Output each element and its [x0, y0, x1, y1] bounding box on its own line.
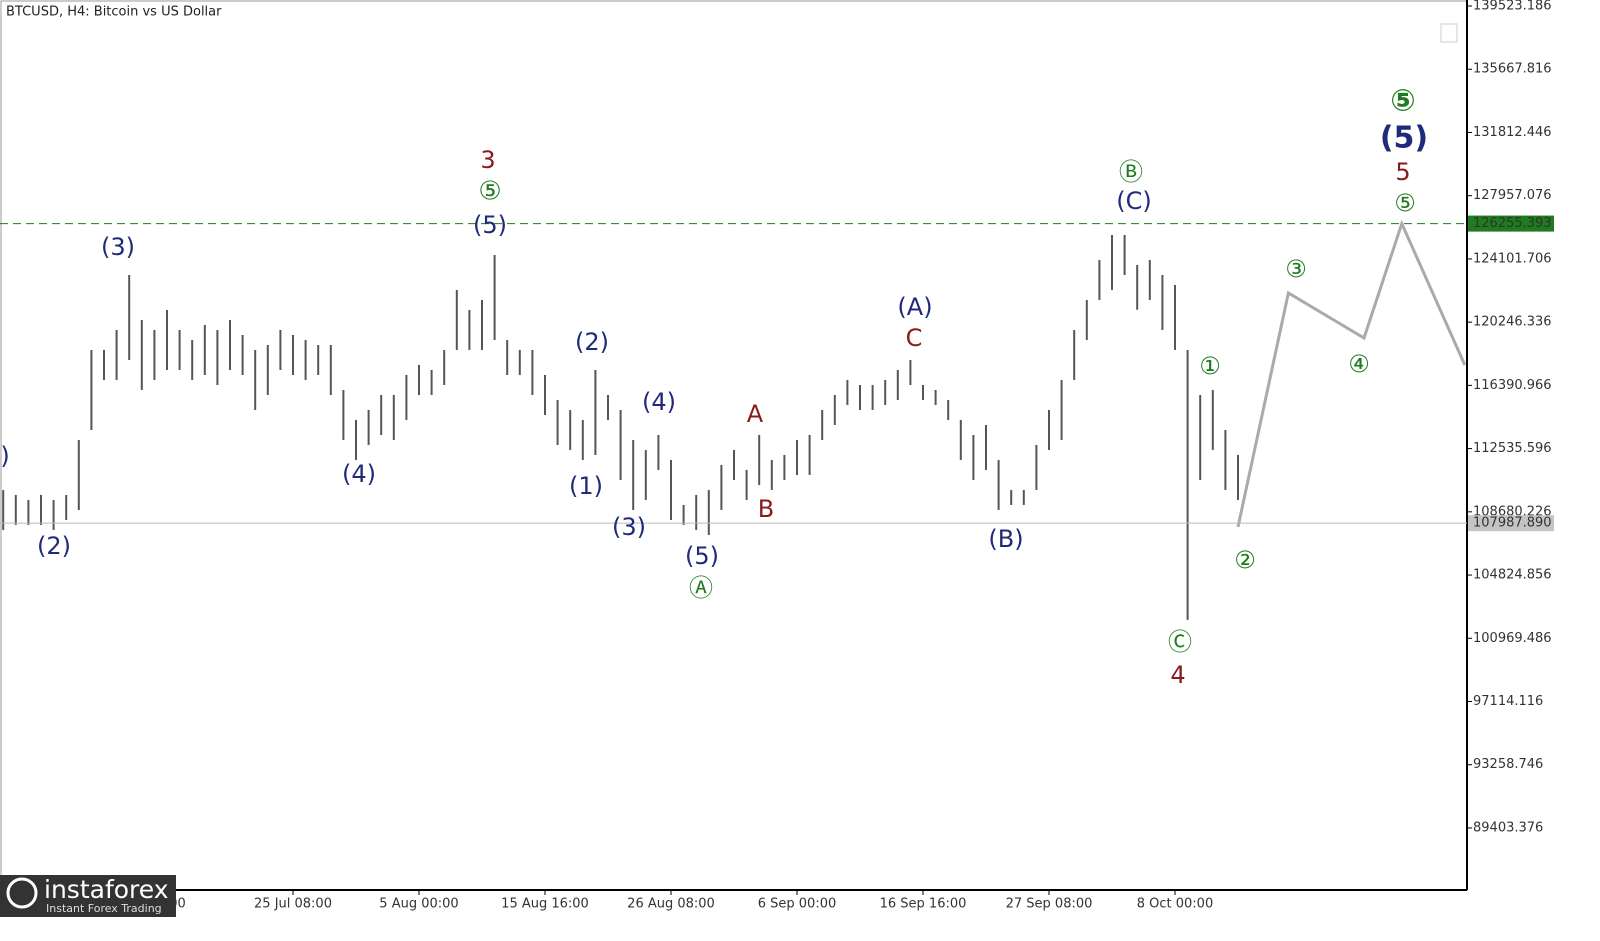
x-tick-label: 27 Sep 08:00	[1006, 897, 1093, 912]
wave-label: ③	[1285, 255, 1307, 283]
logo-tagline: Instant Forex Trading	[46, 902, 162, 915]
logo-icon	[6, 877, 38, 909]
x-tick-label: 26 Aug 08:00	[627, 897, 715, 912]
icon	[1440, 23, 1458, 43]
wave-label: 3	[480, 146, 495, 174]
wave-label: C	[906, 324, 923, 352]
wave-label: ②	[1234, 546, 1256, 574]
y-tick-label: 139523.186	[1473, 0, 1552, 14]
wave-label: Ⓒ	[1168, 628, 1192, 656]
wave-label: A	[747, 400, 764, 428]
level-label: 126255.393	[1473, 216, 1552, 231]
wave-label: ⑤	[478, 177, 501, 207]
y-tick-label: 124101.706	[1473, 251, 1552, 266]
y-tick-label: 120246.336	[1473, 315, 1552, 330]
wave-label: B	[758, 495, 774, 523]
y-tick-label: 116390.966	[1473, 378, 1552, 393]
y-tick-label: 112535.596	[1473, 441, 1552, 456]
plot-frame	[0, 0, 1468, 891]
y-tick-label: 100969.486	[1473, 631, 1552, 646]
wave-label: (B)	[988, 525, 1023, 553]
x-tick-label: 8 Oct 00:00	[1137, 897, 1213, 912]
wave-label: ⑤	[1394, 189, 1416, 217]
forecast-line	[1236, 219, 1467, 528]
y-tick-label: 104824.856	[1473, 568, 1552, 583]
wave-label: ⑤	[1390, 84, 1415, 119]
x-tick-label: 16 Sep 16:00	[880, 897, 967, 912]
wave-label: ①	[1199, 352, 1221, 380]
y-tick-label: 93258.746	[1473, 757, 1543, 772]
wave-label: )	[0, 442, 9, 470]
wave-label: (5)	[473, 211, 507, 239]
wave-label: (A)	[897, 293, 932, 321]
x-tick-label: 5 Aug 00:00	[379, 897, 458, 912]
x-tick-label: 6 Sep 00:00	[758, 897, 837, 912]
y-tick-label: 127957.076	[1473, 188, 1552, 203]
wave-label: Ⓑ	[1119, 158, 1143, 186]
level-label: 107987.890	[1473, 516, 1552, 531]
logo-name: instaforex	[44, 875, 169, 904]
x-tick-label: 15 Aug 16:00	[501, 897, 589, 912]
wave-label: (3)	[612, 513, 646, 541]
wave-label: (5)	[1380, 121, 1428, 156]
x-tick-label: 25 Jul 08:00	[254, 897, 332, 912]
y-tick-label: 89403.376	[1473, 820, 1543, 835]
y-tick-label: 131812.446	[1473, 125, 1552, 140]
y-tick-label: 97114.116	[1473, 694, 1543, 709]
wave-label: 4	[1170, 661, 1185, 689]
level-label-box	[1468, 215, 1554, 232]
wave-label: (1)	[569, 472, 603, 500]
wave-label: (4)	[342, 460, 376, 488]
wave-label: 5	[1395, 158, 1410, 186]
wave-label: (2)	[575, 328, 609, 356]
wave-label: (C)	[1116, 187, 1151, 215]
level-label-box	[1468, 515, 1554, 532]
wave-label: (2)	[37, 532, 71, 560]
wave-label: Ⓐ	[689, 574, 713, 602]
wave-label: ④	[1348, 350, 1370, 378]
wave-label: (3)	[101, 233, 135, 261]
chart-title: BTCUSD, H4: Bitcoin vs US Dollar	[6, 5, 222, 20]
wave-label: (4)	[642, 388, 676, 416]
y-tick-label: 135667.816	[1473, 62, 1552, 77]
wave-label: (5)	[685, 542, 719, 570]
